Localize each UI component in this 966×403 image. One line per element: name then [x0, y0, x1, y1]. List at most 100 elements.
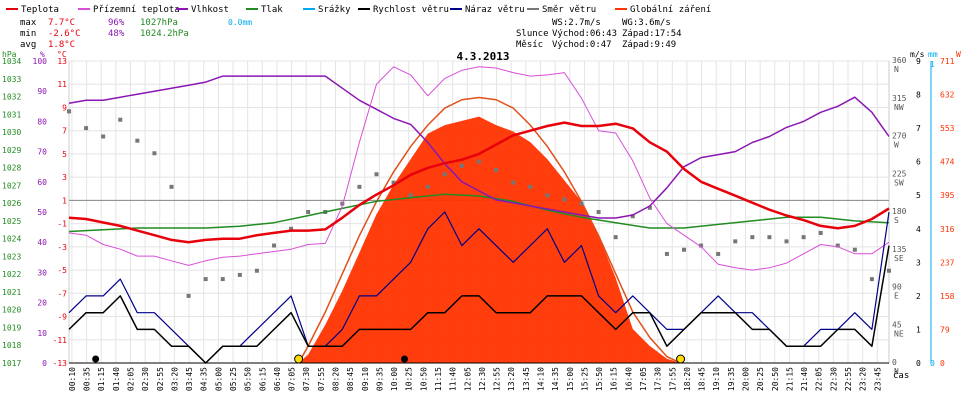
temperature-tick-label: -5: [57, 266, 67, 275]
hpa-tick-label: 1017: [2, 359, 21, 368]
stat-max-label: max: [20, 18, 37, 28]
wind-direction-point: [887, 268, 891, 273]
wind-direction-point: [579, 201, 584, 206]
wind-direction-point: [203, 277, 208, 282]
chart-title: 4.3.2013: [457, 50, 510, 63]
time-tick-label: 19:10: [712, 367, 721, 391]
wind-speed-tick-label: 3: [916, 258, 921, 267]
wind-direction-point: [545, 193, 550, 198]
hpa-tick-label: 1031: [2, 110, 21, 119]
time-tick-label: 17:05: [639, 367, 648, 391]
radiation-tick-label: 632: [940, 91, 955, 100]
wind-direction-point: [784, 239, 789, 244]
time-tick-label: 21:40: [800, 367, 809, 391]
axis-unit-label: m/s: [910, 50, 925, 59]
direction-compass-label: N: [894, 65, 899, 74]
time-tick-label: 10:00: [390, 367, 399, 391]
humidity-tick-label: 70: [37, 148, 47, 157]
direction-tick-label: 180: [892, 207, 907, 216]
wind-direction-point: [801, 235, 806, 240]
temperature-tick-label: 11: [57, 80, 67, 89]
info-sunrise: Východ:06:43: [552, 29, 617, 39]
axis-unit-label: °C: [57, 50, 67, 59]
humidity-line: [68, 75, 890, 219]
wind-speed-tick-label: 6: [916, 158, 921, 167]
wind-direction-point: [152, 151, 157, 156]
direction-compass-label: W: [894, 141, 899, 150]
wind-speed-tick-label: 4: [916, 225, 921, 234]
wind-direction-point: [852, 247, 857, 252]
stat-max-temp: 7.7°C: [48, 18, 75, 28]
wind-direction-point: [477, 159, 481, 164]
temperature-line: [68, 121, 890, 244]
direction-tick-label: 360: [892, 56, 907, 65]
wind-direction-point: [835, 243, 840, 248]
time-tick-label: 03:20: [170, 367, 179, 391]
time-tick-label: 19:35: [727, 367, 736, 391]
temperature-tick-label: -1: [57, 220, 67, 229]
hpa-tick-label: 1021: [2, 288, 21, 297]
wind-direction-series: [67, 109, 891, 298]
sunset-marker: [676, 354, 686, 364]
temperature-tick-label: 5: [62, 150, 67, 159]
time-tick-label: 16:15: [610, 367, 619, 391]
rain-tick-label: 0: [930, 359, 935, 368]
wind-direction-point: [699, 243, 704, 248]
time-tick-label: 22:55: [844, 367, 853, 391]
info-moon-label: Měsíc: [516, 40, 543, 50]
time-tick-label: 07:05: [288, 367, 297, 391]
legend-label: Srážky: [318, 5, 351, 15]
statistics-panel: max 7.7°C 96% 1027hPa 0.0mm min -2.6°C 4…: [20, 18, 252, 50]
time-tick-label: 07:55: [317, 367, 326, 391]
hpa-tick-label: 1034: [2, 57, 21, 66]
time-axis-label: čas: [893, 370, 909, 381]
radiation-tick-label: 711: [940, 57, 955, 66]
wind-speed-tick-label: 5: [916, 191, 921, 200]
hpa-tick-label: 1025: [2, 217, 21, 226]
time-tick-label: 00:10: [68, 367, 77, 391]
wind-direction-point: [750, 235, 755, 240]
legend-label: Vlhkost: [191, 5, 229, 15]
wind-speed-tick-label: 8: [916, 91, 921, 100]
time-tick-label: 05:00: [214, 367, 223, 391]
time-tick-label: 12:30: [478, 367, 487, 391]
wind-direction-point: [459, 163, 464, 168]
humidity-tick-label: 60: [37, 178, 47, 187]
hpa-tick-label: 1023: [2, 252, 21, 261]
humidity-tick-label: 10: [37, 329, 47, 338]
wind-direction-point: [869, 277, 874, 282]
direction-tick-label: 135: [892, 245, 907, 254]
time-tick-label: 21:15: [785, 367, 794, 391]
direction-tick-label: 225: [892, 169, 907, 178]
hpa-tick-label: 1027: [2, 181, 21, 190]
wind-direction-point: [340, 201, 345, 206]
time-tick-label: 08:45: [346, 367, 355, 391]
legend: Teplota Přízemní teplota Vlhkost Tlak Srážky…: [6, 5, 711, 15]
wind-direction-point: [562, 197, 567, 202]
wind-direction-point: [767, 235, 772, 240]
time-tick-label: 05:25: [229, 367, 238, 391]
temperature-tick-label: -3: [57, 243, 67, 252]
stat-max-press: 1027hPa: [140, 18, 178, 28]
info-sun-label: Slunce: [516, 29, 549, 39]
time-tick-label: 13:45: [522, 367, 531, 391]
time-tick-label: 10:50: [419, 367, 428, 391]
wind-direction-point: [528, 184, 533, 189]
humidity-tick-label: 100: [33, 57, 48, 66]
wind-direction-point: [220, 277, 225, 282]
hpa-tick-label: 1028: [2, 164, 21, 173]
temperature-tick-label: 13: [57, 57, 67, 66]
wind-direction-point: [254, 268, 259, 273]
wind-direction-point: [494, 168, 499, 173]
time-tick-label: 22:05: [815, 367, 824, 391]
sun-moon-info: WS:2.7m/s WG:3.6m/s Slunce Východ:06:43 …: [516, 18, 682, 50]
legend-label: Globální záření: [630, 5, 711, 15]
wind-direction-point: [272, 243, 276, 248]
radiation-tick-label: 395: [940, 191, 955, 200]
direction-tick-label: 90: [892, 283, 902, 292]
legend-item: Tlak: [246, 5, 283, 15]
direction-compass-label: N: [894, 367, 899, 376]
legend-item: Vlhkost: [176, 5, 229, 15]
legend-label: Směr větru: [542, 5, 596, 15]
humidity-tick-label: 90: [37, 87, 47, 96]
